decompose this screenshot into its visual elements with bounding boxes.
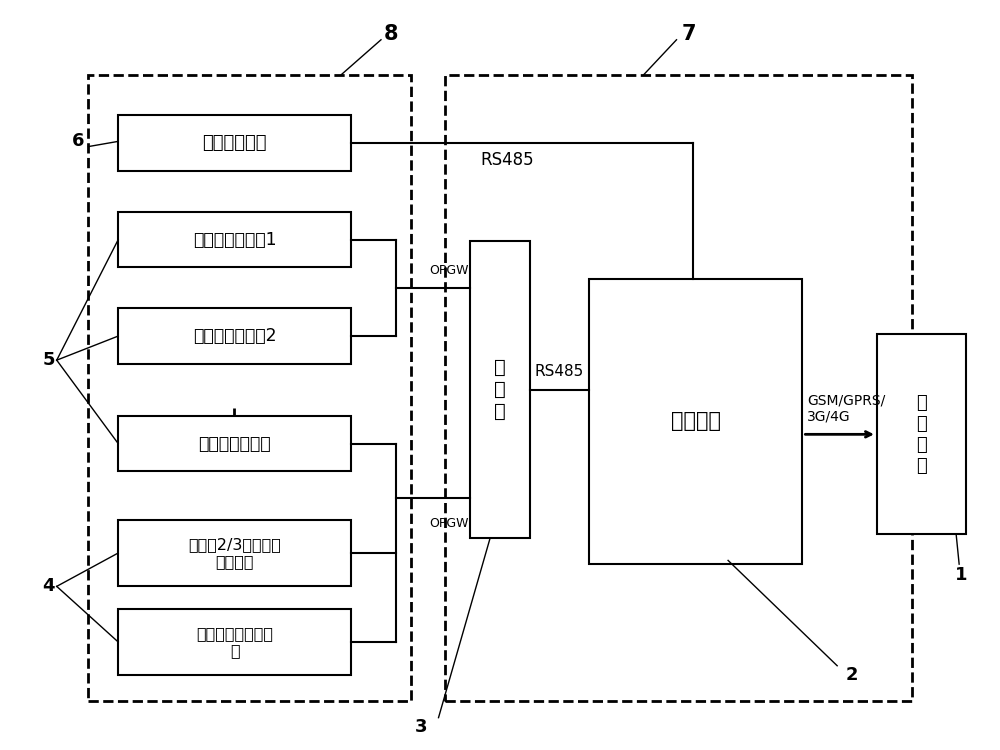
Text: RS485: RS485 — [535, 364, 584, 379]
Bar — [589, 278, 802, 564]
Text: 光纤应变传感器: 光纤应变传感器 — [198, 434, 271, 452]
Text: 6: 6 — [72, 132, 85, 150]
Text: 光纤应变传感器1: 光纤应变传感器1 — [193, 231, 277, 249]
Bar — [445, 75, 912, 701]
Bar — [118, 609, 351, 675]
Bar — [118, 211, 351, 268]
Text: 4: 4 — [43, 578, 55, 596]
Bar — [118, 116, 351, 171]
Text: OPGW: OPGW — [429, 264, 468, 277]
Bar — [877, 334, 966, 535]
Text: 3: 3 — [414, 718, 427, 736]
Text: OPGW: OPGW — [429, 517, 468, 530]
Text: 监
控
中
心: 监 控 中 心 — [916, 394, 927, 475]
Text: 光纤应变传感器2: 光纤应变传感器2 — [193, 327, 277, 345]
Text: 解
调
仪: 解 调 仪 — [494, 358, 506, 422]
Bar — [118, 308, 351, 364]
Bar — [118, 416, 351, 472]
Bar — [88, 75, 411, 701]
Text: 监测主机: 监测主机 — [671, 411, 721, 431]
Text: 2: 2 — [846, 666, 858, 684]
Text: 中心线2/3高度处倾
角传感器: 中心线2/3高度处倾 角传感器 — [188, 537, 281, 569]
Text: 铁塔顶部倾角传感
器: 铁塔顶部倾角传感 器 — [196, 626, 273, 658]
Text: 微气象传感器: 微气象传感器 — [202, 134, 267, 152]
Text: 5: 5 — [43, 351, 55, 369]
Text: RS485: RS485 — [480, 151, 534, 169]
Text: 7: 7 — [681, 24, 696, 44]
Bar — [118, 520, 351, 586]
Text: 8: 8 — [384, 24, 398, 44]
Text: GSM/GPRS/
3G/4G: GSM/GPRS/ 3G/4G — [807, 393, 886, 424]
Bar — [470, 242, 530, 538]
Text: 1: 1 — [955, 566, 967, 584]
